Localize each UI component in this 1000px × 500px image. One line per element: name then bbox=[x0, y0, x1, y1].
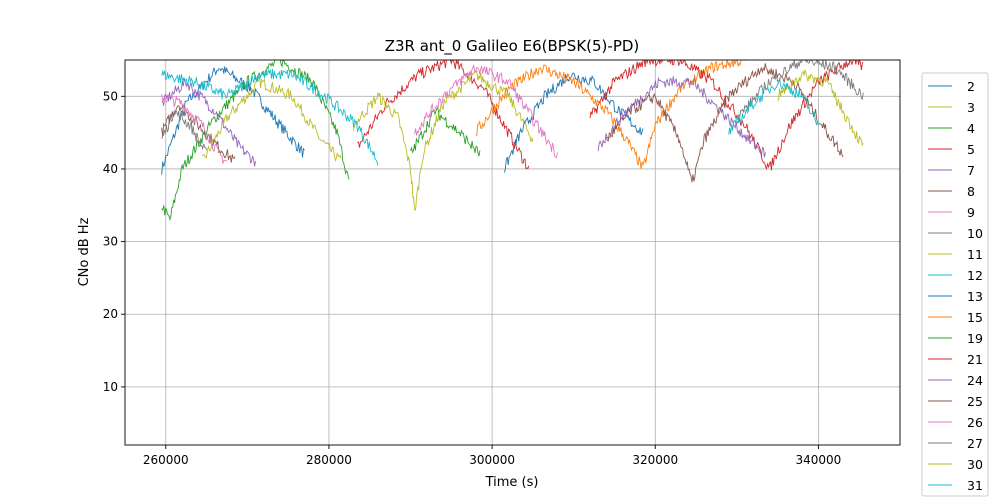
series-line-24 bbox=[597, 76, 766, 158]
chart-title: Z3R ant_0 Galileo E6(BPSK(5)-PD) bbox=[385, 37, 640, 56]
x-tick-label-4: 340000 bbox=[796, 453, 842, 467]
series-line-25 bbox=[605, 63, 844, 183]
legend-label-4: 4 bbox=[967, 121, 975, 136]
legend-label-21: 21 bbox=[967, 352, 983, 367]
series-line-31 bbox=[728, 78, 819, 135]
y-axis-label: CNo dB Hz bbox=[77, 217, 92, 286]
legend-label-9: 9 bbox=[967, 205, 975, 220]
x-tick-label-1: 280000 bbox=[306, 453, 352, 467]
legend-label-27: 27 bbox=[967, 436, 983, 451]
series-line-10 bbox=[161, 109, 208, 151]
legend-label-30: 30 bbox=[967, 457, 983, 472]
legend-label-26: 26 bbox=[967, 415, 983, 430]
series-line-3 bbox=[202, 76, 342, 162]
y-tick-label-2: 30 bbox=[103, 235, 118, 249]
legend-frame bbox=[921, 72, 989, 497]
series-line-30 bbox=[777, 69, 864, 147]
legend-label-10: 10 bbox=[967, 226, 983, 241]
legend-label-5: 5 bbox=[967, 142, 975, 157]
series-line-12 bbox=[161, 68, 379, 166]
series-line-2 bbox=[161, 66, 305, 175]
series-line-9 bbox=[161, 94, 228, 165]
series-line-19 bbox=[410, 107, 481, 157]
x-tick-label-2: 300000 bbox=[469, 453, 515, 467]
series-line-8 bbox=[161, 104, 236, 163]
series-line-26 bbox=[414, 63, 558, 159]
legend-label-8: 8 bbox=[967, 184, 975, 199]
legend-label-12: 12 bbox=[967, 268, 983, 283]
y-tick-label-4: 50 bbox=[103, 89, 118, 103]
series-line-5 bbox=[357, 60, 530, 170]
legend-label-25: 25 bbox=[967, 394, 983, 409]
series-line-13 bbox=[503, 72, 644, 173]
legend-label-2: 2 bbox=[967, 79, 975, 94]
series-group bbox=[161, 60, 864, 221]
legend-label-11: 11 bbox=[967, 247, 983, 262]
axes-frame bbox=[124, 59, 901, 446]
y-tick-label-1: 20 bbox=[103, 307, 118, 321]
x-axis-label: Time (s) bbox=[485, 475, 539, 490]
x-tick-label-3: 320000 bbox=[632, 453, 678, 467]
legend-label-7: 7 bbox=[967, 163, 975, 178]
legend-label-13: 13 bbox=[967, 289, 983, 304]
y-tick-label-0: 10 bbox=[103, 380, 118, 394]
legend-label-24: 24 bbox=[967, 373, 983, 388]
y-tick-label-3: 40 bbox=[103, 162, 118, 176]
plot-area: 260000 280000 300000 320000 340000 10 20 30 40 50 bbox=[103, 59, 901, 467]
legend-label-19: 19 bbox=[967, 331, 983, 346]
legend: 2 3 4 5 7 8 9 10 11 12 13 15 19 21 24 25 26 27 30 31 bbox=[921, 72, 989, 497]
x-tick-label-0: 260000 bbox=[143, 453, 189, 467]
series-line-7 bbox=[161, 77, 256, 167]
legend-label-15: 15 bbox=[967, 310, 983, 325]
legend-label-31: 31 bbox=[967, 478, 983, 493]
legend-label-3: 3 bbox=[967, 100, 975, 115]
series-line-11 bbox=[352, 69, 534, 211]
series-line-15 bbox=[475, 60, 746, 169]
